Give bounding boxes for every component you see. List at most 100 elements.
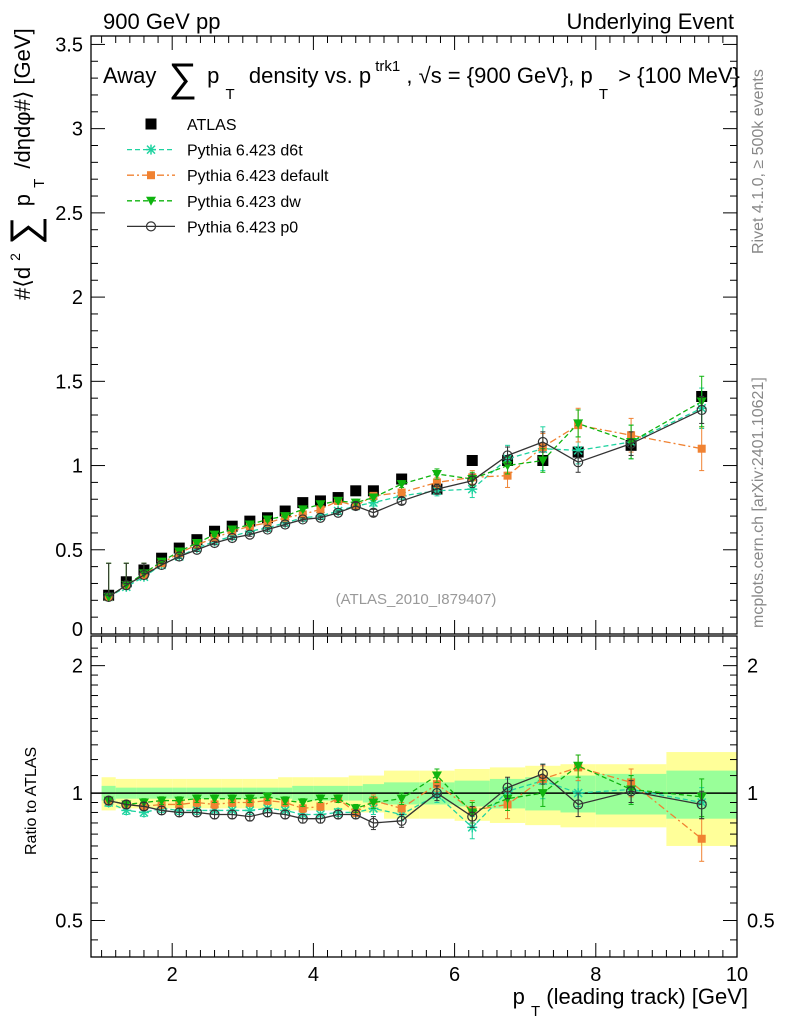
- dw-marker: [573, 419, 584, 429]
- ratio-y-tick-label: 1: [72, 783, 83, 805]
- atlas-marker: [297, 497, 309, 509]
- dw-marker: [227, 794, 238, 804]
- header-right: Underlying Event: [566, 9, 734, 34]
- rivet-note: Rivet 4.1.0, ≥ 500k events: [750, 69, 767, 254]
- default-marker: [397, 804, 406, 813]
- dw-marker: [156, 796, 167, 806]
- p0-marker: [138, 801, 150, 812]
- ylabel-T: T: [31, 179, 48, 188]
- p0-marker: [145, 221, 157, 232]
- xlabel: p T (leading track) [GeV]: [513, 984, 748, 1021]
- dw-marker: [297, 798, 308, 808]
- legend-label-dw: Pythia 6.423 dw: [187, 194, 301, 211]
- ratio-y-tick-label: 0.5: [55, 911, 83, 933]
- p0-series: [103, 395, 707, 603]
- main-y-tick-label: 0.5: [55, 540, 83, 562]
- dw-marker: [156, 557, 167, 567]
- ylabel-sup: 2: [7, 253, 23, 261]
- dw-marker: [297, 505, 308, 515]
- p0-marker: [396, 815, 407, 826]
- p0-line: [108, 409, 702, 598]
- default-marker: [697, 834, 706, 843]
- p0-marker: [103, 795, 114, 806]
- p0-marker: [280, 809, 291, 820]
- dw-marker: [174, 796, 185, 806]
- p0-marker: [431, 484, 443, 495]
- p0-marker: [227, 809, 238, 820]
- dw-marker: [573, 761, 584, 771]
- dw-marker: [396, 794, 407, 804]
- ratio-ylabel: Ratio to ATLAS: [23, 747, 40, 855]
- d6t-marker-stroke: [573, 445, 583, 455]
- ylabel-post: /dηdφ#⟩ [GeV]: [10, 28, 35, 168]
- p0-series: [103, 763, 707, 831]
- p0-marker: [174, 551, 185, 562]
- ylabel-sum-symbol: ∑: [3, 216, 47, 245]
- title-sum-symbol: ∑: [169, 56, 198, 100]
- title-p: p: [207, 63, 219, 88]
- p0-marker: [121, 799, 132, 810]
- ratio-panel: 2 4 6 8 10 0.5 0.5 1 1 2 2: [55, 635, 775, 986]
- default-marker: [432, 780, 441, 789]
- title-density: density vs. p: [249, 63, 371, 88]
- d6t-line: [108, 779, 702, 829]
- dw-marker: [396, 480, 407, 490]
- d6t-marker: [146, 144, 156, 155]
- x-tick-label: 2: [167, 964, 178, 986]
- p0-marker: [191, 544, 203, 555]
- ratio-y-tick-label-right: 0.5: [747, 911, 775, 933]
- p0-marker: [333, 507, 344, 518]
- p0-marker: [333, 809, 344, 820]
- p0-marker: [209, 537, 220, 549]
- main-series-layer: [103, 375, 708, 603]
- p0-marker: [227, 532, 238, 544]
- ratio-series-layer: [103, 754, 707, 862]
- p0-marker: [696, 799, 707, 810]
- dw-marker: [191, 794, 202, 804]
- p0-marker: [174, 807, 185, 818]
- default-marker: [432, 478, 441, 487]
- xlabel-rest: (leading track) [GeV]: [546, 984, 748, 1009]
- dw-marker: [350, 804, 361, 814]
- p0-marker: [191, 807, 203, 818]
- mcplots-note: mcplots.cern.ch [arXiv:2401.10621]: [750, 377, 767, 628]
- title-sub-T: T: [226, 86, 235, 103]
- title-sqrt: , √s = {900 GeV}, p: [406, 63, 592, 88]
- x-tick-label: 6: [449, 964, 460, 986]
- default-marker: [503, 471, 512, 480]
- legend-label-p0: Pythia 6.423 p0: [187, 219, 298, 236]
- dw-marker: [431, 771, 442, 781]
- analysis-watermark: (ATLAS_2010_I879407): [336, 591, 497, 608]
- default-line: [108, 766, 703, 840]
- main-panel: 0.5 1 1.5 2 2.5 3 3.5 0: [55, 34, 738, 641]
- main-y-tick-label-zero: 0: [72, 619, 83, 641]
- ratio-y-tick-label-right: 1: [747, 783, 758, 805]
- header-left: 900 GeV pp: [103, 9, 220, 34]
- dw-line: [108, 765, 702, 814]
- d6t-line: [108, 407, 702, 598]
- x-tick-label: 8: [590, 964, 601, 986]
- p0-marker: [244, 529, 255, 540]
- p0-marker: [502, 450, 513, 461]
- p0-marker: [262, 524, 273, 535]
- ratio-y-tick-label: 2: [72, 656, 83, 678]
- p0-marker: [297, 813, 308, 824]
- ratio-frame: [90, 635, 738, 958]
- default-marker: [298, 804, 307, 813]
- ylabel-p: p: [10, 194, 35, 206]
- main-y-tick-label: 3: [72, 119, 83, 141]
- main-title: Away ∑ p T density vs. p trk1 , √s = {90…: [103, 51, 740, 104]
- default-marker: [397, 488, 406, 497]
- p0-marker: [625, 786, 637, 797]
- p0-marker: [431, 787, 443, 799]
- p0-marker: [262, 807, 273, 818]
- dw-marker: [262, 515, 273, 525]
- main-y-tick-label: 3.5: [55, 34, 83, 56]
- atlas-marker: [466, 454, 478, 466]
- p0-marker: [696, 404, 707, 416]
- p0-marker: [297, 514, 308, 525]
- atlas-marker: [279, 505, 291, 517]
- p0-marker: [502, 782, 513, 793]
